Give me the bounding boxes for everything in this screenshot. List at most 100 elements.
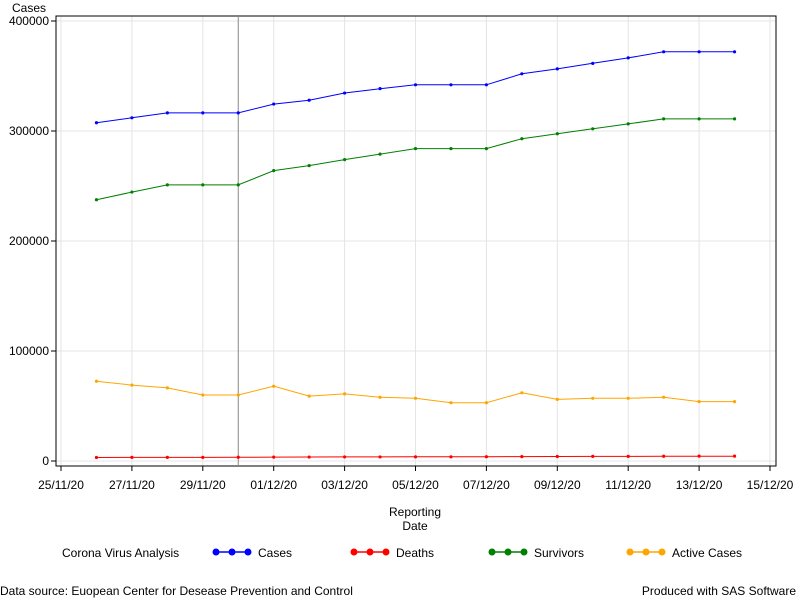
x-axis-title-line1: Reporting [389, 505, 441, 519]
data-point-active-cases [555, 397, 559, 401]
data-point-active-cases [272, 384, 276, 388]
data-point-active-cases [307, 394, 311, 398]
x-tick-label: 09/12/20 [534, 478, 581, 492]
data-point-deaths [662, 454, 666, 458]
legend-label-survivors: Survivors [534, 546, 584, 560]
data-point-cases [591, 61, 595, 65]
grid-lines [56, 16, 776, 466]
data-point-cases [520, 72, 524, 76]
data-point-survivors [662, 117, 666, 121]
y-tick-label: 100000 [9, 344, 49, 358]
data-point-active-cases [626, 396, 630, 400]
data-point-active-cases [484, 401, 488, 405]
data-point-deaths [732, 454, 737, 458]
data-point-active-cases [94, 379, 99, 383]
data-point-survivors [555, 132, 559, 136]
x-tick-label: 01/12/20 [250, 478, 297, 492]
series-lines [94, 50, 737, 460]
x-tick-label: 27/11/20 [109, 478, 155, 492]
data-point-survivors [130, 190, 134, 194]
data-point-cases [272, 102, 276, 106]
data-point-active-cases [520, 391, 524, 395]
legend-marker-cases [244, 548, 252, 556]
data-point-cases [697, 50, 701, 54]
data-point-active-cases [662, 395, 666, 399]
data-point-deaths [343, 455, 347, 459]
data-point-survivors [626, 122, 630, 126]
legend-marker-survivors [488, 548, 496, 556]
data-point-cases [130, 116, 134, 120]
data-point-survivors [165, 183, 169, 187]
data-point-deaths [307, 455, 311, 459]
data-point-cases [662, 50, 666, 54]
data-point-active-cases [378, 395, 382, 399]
legend-label-cases: Cases [258, 546, 292, 560]
legend-marker-deaths [350, 548, 358, 556]
software-credit: Produced with SAS Software [641, 584, 796, 598]
data-point-deaths [555, 454, 559, 459]
x-tick-label: 03/12/20 [321, 478, 368, 492]
data-point-survivors [697, 117, 701, 121]
axes: 0 100000 200000 300000 400000 25/11/20 27/11/2… [9, 14, 794, 492]
data-point-survivors [484, 147, 488, 151]
data-point-active-cases [697, 400, 701, 404]
legend-marker-cases [228, 548, 236, 556]
data-point-cases [307, 98, 311, 102]
data-point-survivors [520, 137, 524, 141]
data-point-cases [94, 121, 99, 125]
x-tick-label: 05/12/20 [392, 478, 439, 492]
legend-title: Corona Virus Analysis [62, 546, 179, 560]
data-point-active-cases [732, 400, 737, 404]
data-point-cases [484, 83, 488, 87]
data-point-deaths [484, 455, 488, 459]
data-point-active-cases [343, 392, 347, 396]
data-point-deaths [626, 454, 630, 458]
data-point-survivors [307, 164, 311, 168]
y-tick-label: 200000 [9, 234, 49, 248]
data-point-deaths [591, 454, 595, 458]
y-tick-label: 0 [42, 454, 49, 468]
data-point-cases [165, 111, 169, 115]
data-point-active-cases [449, 401, 453, 405]
data-point-survivors [236, 183, 240, 187]
data-point-cases [555, 67, 559, 71]
data-point-deaths [520, 455, 524, 459]
data-point-deaths [413, 455, 418, 459]
data-point-survivors [94, 198, 99, 202]
data-point-survivors [413, 147, 418, 151]
data-point-active-cases [165, 386, 169, 390]
data-point-survivors [272, 169, 276, 173]
data-point-survivors [378, 152, 382, 156]
data-point-cases [343, 91, 347, 95]
data-point-deaths [697, 454, 701, 458]
legend-marker-deaths [366, 548, 374, 556]
data-point-cases [732, 50, 737, 54]
legend-marker-active-cases [626, 548, 634, 556]
legend-marker-deaths [382, 548, 390, 556]
data-source-note: Data source: Euopean Center for Desease … [0, 584, 353, 598]
legend-marker-active-cases [658, 548, 666, 556]
legend: Corona Virus Analysis Cases Deaths Survivo… [62, 546, 742, 560]
data-point-deaths [165, 455, 169, 459]
x-tick-label: 29/11/20 [180, 478, 226, 492]
x-tick-label: 13/12/20 [676, 478, 723, 492]
data-point-deaths [378, 455, 382, 459]
x-axis-title-line2: Date [402, 519, 428, 533]
legend-marker-cases [212, 548, 220, 556]
data-point-active-cases [130, 383, 134, 387]
legend-label-active-cases: Active Cases [672, 546, 742, 560]
data-point-survivors [449, 147, 453, 151]
x-tick-label: 07/12/20 [463, 478, 510, 492]
data-point-deaths [272, 455, 276, 459]
legend-marker-survivors [520, 548, 528, 556]
data-point-active-cases [236, 393, 240, 397]
data-point-survivors [343, 158, 347, 162]
y-tick-label: 400000 [9, 14, 49, 28]
data-point-cases [201, 111, 205, 115]
legend-marker-active-cases [642, 548, 650, 556]
data-point-active-cases [591, 396, 595, 400]
data-point-cases [236, 111, 240, 115]
data-point-survivors [732, 117, 737, 121]
data-point-active-cases [413, 396, 418, 400]
